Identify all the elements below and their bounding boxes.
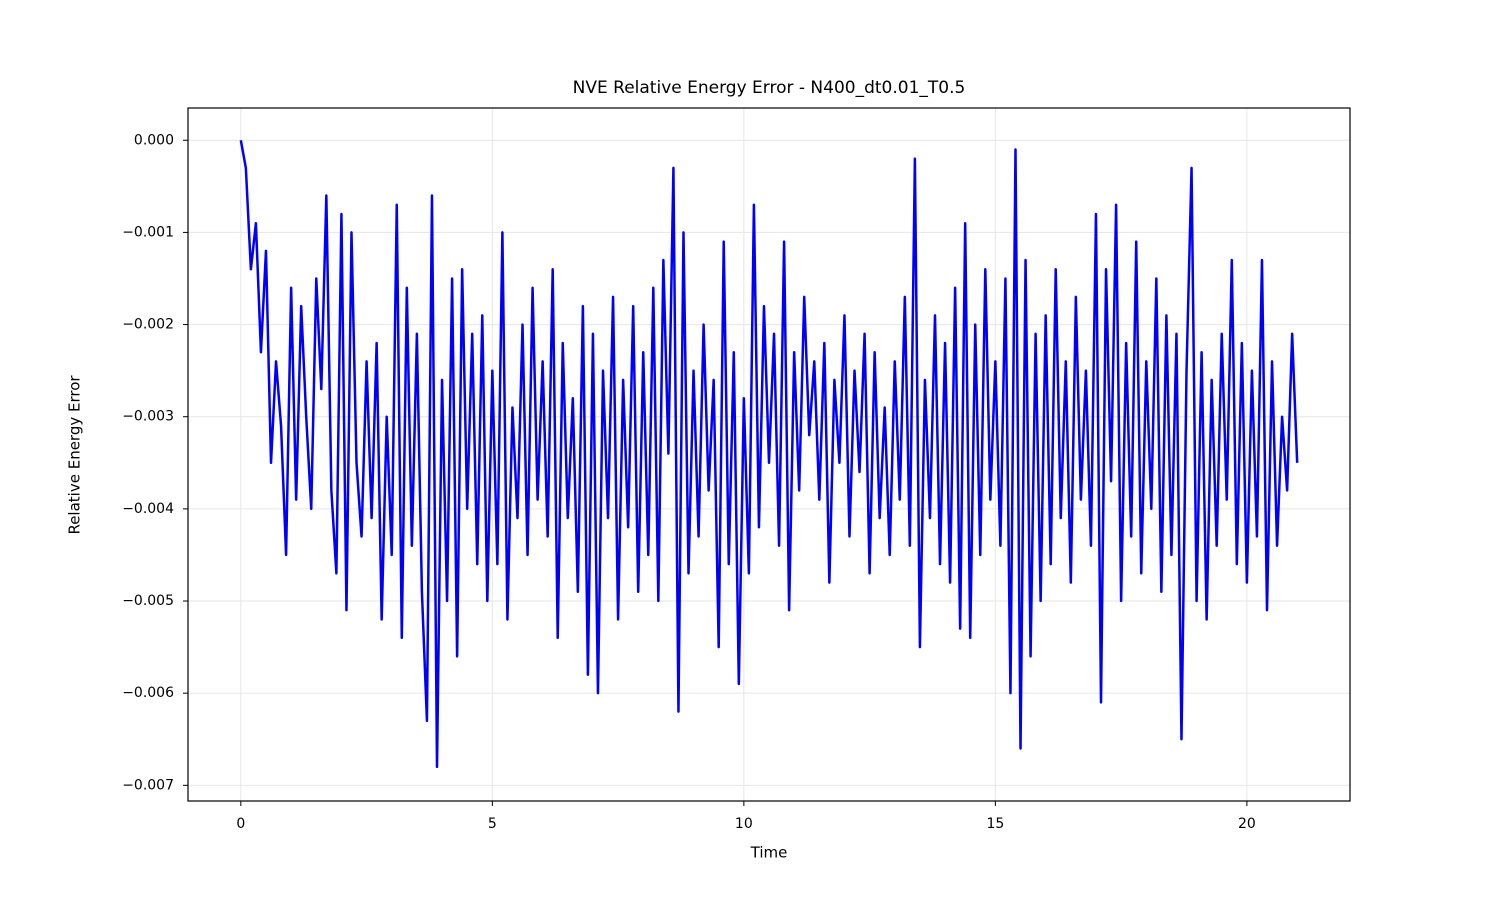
x-tick-label: 10 [735,816,753,832]
y-tick-label: −0.005 [122,593,174,609]
y-tick-label: 0.000 [134,132,174,148]
chart-title: NVE Relative Energy Error - N400_dt0.01_… [573,78,966,98]
y-tick-label: −0.002 [122,317,174,333]
x-tick-label: 20 [1238,816,1256,832]
y-tick-label: −0.003 [122,409,174,425]
y-tick-label: −0.001 [122,224,174,240]
x-axis-label: Time [750,844,788,862]
y-tick-label: −0.004 [122,501,174,517]
x-tick-label: 15 [986,816,1004,832]
data-line [239,140,1299,769]
y-axis-label: Relative Energy Error [66,375,84,535]
y-tick-label: −0.006 [122,685,174,701]
x-tick-label: 0 [236,816,245,832]
y-tick-label: −0.007 [122,777,174,793]
x-tick-label: 5 [488,816,497,832]
plot-frame [187,107,1351,802]
